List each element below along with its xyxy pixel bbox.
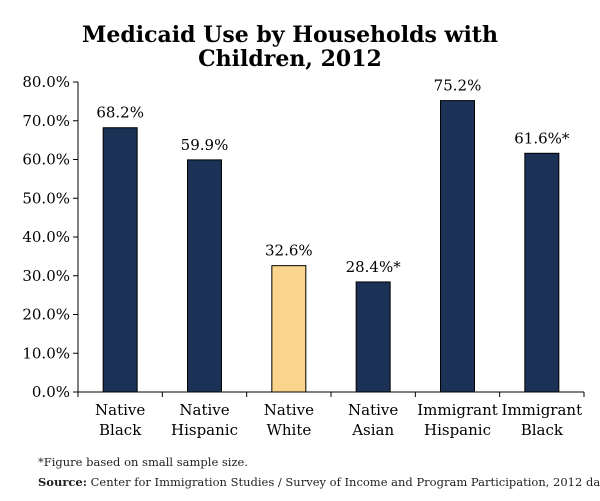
y-tick-label: 30.0% bbox=[22, 267, 70, 285]
y-tick-label: 0.0% bbox=[32, 383, 70, 401]
source-text: Center for Immigration Studies / Survey … bbox=[86, 475, 600, 489]
bar bbox=[102, 127, 138, 393]
y-tick-label: 50.0% bbox=[22, 189, 70, 207]
category-label: Immigrant bbox=[502, 401, 583, 419]
data-label: 28.4%* bbox=[346, 258, 402, 276]
data-label: 75.2% bbox=[434, 77, 482, 95]
category-label: White bbox=[266, 421, 311, 439]
category-label: Native bbox=[348, 401, 398, 419]
category-label: Hispanic bbox=[171, 421, 238, 439]
y-tick-label: 10.0% bbox=[22, 344, 70, 362]
bars bbox=[102, 100, 560, 393]
category-label: Immigrant bbox=[417, 401, 498, 419]
y-tick-label: 40.0% bbox=[22, 228, 70, 246]
category-label: Hispanic bbox=[424, 421, 491, 439]
bar bbox=[524, 152, 560, 393]
y-tick-label: 60.0% bbox=[22, 151, 70, 169]
footnote-source: Source: Center for Immigration Studies /… bbox=[38, 475, 600, 489]
chart-title-line-2: Children, 2012 bbox=[198, 46, 382, 72]
bar bbox=[440, 100, 475, 393]
source-label: Source: bbox=[38, 475, 87, 489]
y-tick-label: 20.0% bbox=[22, 306, 70, 324]
chart-title-line-1: Medicaid Use by Households with bbox=[82, 22, 498, 48]
bar bbox=[355, 281, 391, 393]
category-label: Native bbox=[264, 401, 314, 419]
category-label: Black bbox=[521, 421, 564, 439]
y-tick-label: 80.0% bbox=[22, 73, 70, 91]
y-tick-label: 70.0% bbox=[22, 112, 70, 130]
data-label: 61.6%* bbox=[514, 129, 570, 147]
category-labels: Native Black Native Hispanic Native White Nati… bbox=[95, 401, 582, 439]
data-label: 68.2% bbox=[96, 104, 144, 122]
data-labels: 68.2% 59.9% 32.6% 28.4%* 75.2% 61.6%* bbox=[96, 77, 570, 276]
bar bbox=[187, 159, 222, 393]
category-label: Native bbox=[95, 401, 145, 419]
data-label: 59.9% bbox=[181, 136, 229, 154]
data-label: 32.6% bbox=[265, 242, 313, 260]
category-label: Native bbox=[179, 401, 229, 419]
y-axis: 0.0% 10.0% 20.0% 30.0% 40.0% 50.0% 60.0% 70.0% 8… bbox=[22, 73, 585, 401]
footnote-small-sample: *Figure based on small sample size. bbox=[38, 455, 248, 469]
bar bbox=[271, 265, 307, 393]
category-label: Asian bbox=[351, 421, 394, 439]
category-label: Black bbox=[99, 421, 142, 439]
